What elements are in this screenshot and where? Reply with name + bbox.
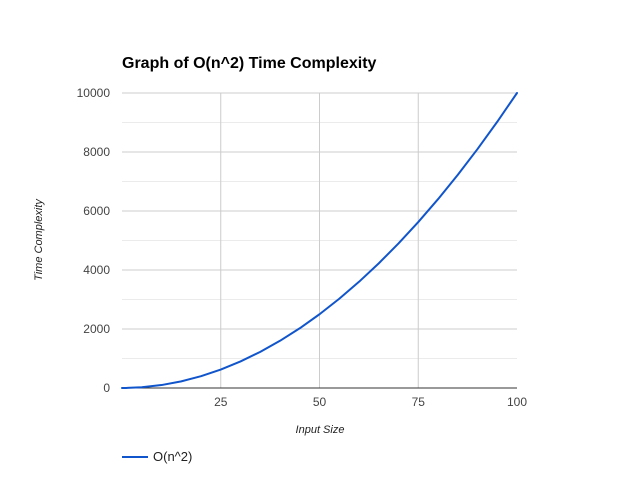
x-tick-label: 75 — [412, 395, 426, 409]
tick-labels: 0 2000 4000 6000 8000 10000 25 50 75 100 — [77, 86, 528, 409]
x-tick-label: 25 — [214, 395, 228, 409]
x-axis-title: Input Size — [296, 424, 345, 436]
grid — [122, 92, 517, 388]
legend: O(n^2) — [122, 449, 192, 464]
chart-title: Graph of O(n^2) Time Complexity — [122, 55, 377, 72]
x-tick-label: 100 — [507, 395, 527, 409]
y-tick-label: 6000 — [83, 204, 110, 218]
y-tick-label: 2000 — [83, 322, 110, 336]
y-tick-label: 8000 — [83, 145, 110, 159]
y-tick-label: 4000 — [83, 263, 110, 277]
series-lines — [121, 92, 518, 389]
series-line — [121, 92, 518, 389]
y-tick-label: 10000 — [77, 86, 111, 100]
x-tick-label: 50 — [313, 395, 327, 409]
legend-label: O(n^2) — [153, 449, 192, 464]
y-tick-label: 0 — [103, 381, 110, 395]
y-axis-title: Time Complexity — [33, 198, 45, 281]
